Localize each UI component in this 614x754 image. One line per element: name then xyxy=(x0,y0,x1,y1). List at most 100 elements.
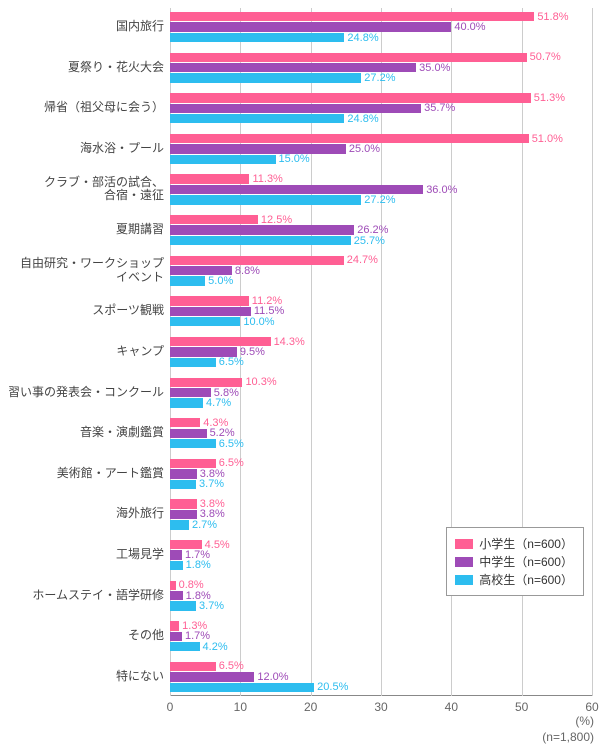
bar xyxy=(170,398,203,407)
category-label: 特にない xyxy=(2,670,170,684)
bar xyxy=(170,33,344,42)
value-label: 12.5% xyxy=(258,214,292,226)
category-label: 自由研究・ワークショップ イベント xyxy=(2,257,170,285)
bar xyxy=(170,591,183,600)
value-label: 4.2% xyxy=(200,641,228,653)
category-label: 美術館・アート鑑賞 xyxy=(2,467,170,481)
category-label: 習い事の発表会・コンクール xyxy=(2,386,170,400)
category-label: 夏期講習 xyxy=(2,223,170,237)
bar xyxy=(170,388,211,397)
bar xyxy=(170,317,240,326)
bar xyxy=(170,256,344,265)
value-label: 50.7% xyxy=(527,51,561,63)
bar xyxy=(170,296,249,305)
value-label: 8.8% xyxy=(232,265,260,277)
value-label: 24.7% xyxy=(344,254,378,266)
bar xyxy=(170,276,205,285)
value-label: 12.0% xyxy=(254,671,288,683)
value-label: 3.7% xyxy=(196,478,224,490)
value-label: 25.0% xyxy=(346,143,380,155)
category-group: スポーツ観戦11.2%11.5%10.0% xyxy=(170,296,592,326)
bar xyxy=(170,601,196,610)
category-label: ホームステイ・語学研修 xyxy=(2,589,170,603)
bar xyxy=(170,358,216,367)
category-label: 海水浴・プール xyxy=(2,142,170,156)
category-group: 夏祭り・花火大会50.7%35.0%27.2% xyxy=(170,53,592,83)
bar xyxy=(170,22,451,31)
bar xyxy=(170,621,179,630)
category-label: 工場見学 xyxy=(2,548,170,562)
bar xyxy=(170,155,276,164)
value-label: 35.7% xyxy=(421,102,455,114)
value-label: 5.0% xyxy=(205,275,233,287)
bar xyxy=(170,347,237,356)
legend-item: 小学生（n=600） xyxy=(455,535,573,552)
x-tick-label: 20 xyxy=(304,700,317,714)
bar xyxy=(170,215,258,224)
bar xyxy=(170,73,361,82)
bar xyxy=(170,550,182,559)
value-label: 51.3% xyxy=(531,92,565,104)
bar xyxy=(170,12,534,21)
bar xyxy=(170,540,202,549)
bar xyxy=(170,429,207,438)
x-tick-label: 60 xyxy=(585,700,598,714)
value-label: 1.8% xyxy=(183,559,211,571)
legend-label: 高校生（n=600） xyxy=(479,571,573,588)
category-label: 帰省（祖父母に会う） xyxy=(2,101,170,115)
category-label: 海外旅行 xyxy=(2,508,170,522)
x-tick-label: 10 xyxy=(234,700,247,714)
bar xyxy=(170,185,423,194)
bar xyxy=(170,266,232,275)
x-axis-unit: (%)(n=1,800) xyxy=(542,714,594,745)
bar xyxy=(170,236,351,245)
category-group: 自由研究・ワークショップ イベント24.7%8.8%5.0% xyxy=(170,256,592,286)
category-group: その他1.3%1.7%4.2% xyxy=(170,621,592,651)
category-group: 国内旅行51.8%40.0%24.8% xyxy=(170,12,592,42)
bar xyxy=(170,520,189,529)
value-label: 14.3% xyxy=(271,336,305,348)
bar xyxy=(170,499,197,508)
bar xyxy=(170,469,197,478)
bar xyxy=(170,63,416,72)
bar xyxy=(170,307,251,316)
category-label: 音楽・演劇鑑賞 xyxy=(2,426,170,440)
category-group: 習い事の発表会・コンクール10.3%5.8%4.7% xyxy=(170,378,592,408)
legend-swatch xyxy=(455,557,473,567)
bar xyxy=(170,662,216,671)
bar xyxy=(170,225,354,234)
category-group: キャンプ14.3%9.5%6.5% xyxy=(170,337,592,367)
value-label: 15.0% xyxy=(276,153,310,165)
bar xyxy=(170,418,200,427)
value-label: 3.7% xyxy=(196,600,224,612)
gridline xyxy=(592,8,593,696)
category-group: 美術館・アート鑑賞6.5%3.8%3.7% xyxy=(170,459,592,489)
value-label: 51.8% xyxy=(534,11,568,23)
value-label: 24.8% xyxy=(344,113,378,125)
value-label: 36.0% xyxy=(423,184,457,196)
bar xyxy=(170,93,531,102)
x-tick-label: 0 xyxy=(167,700,174,714)
value-label: 6.5% xyxy=(216,438,244,450)
category-group: 海外旅行3.8%3.8%2.7% xyxy=(170,499,592,529)
value-label: 10.3% xyxy=(242,376,276,388)
value-label: 40.0% xyxy=(451,21,485,33)
bar xyxy=(170,672,254,681)
category-label: 夏祭り・花火大会 xyxy=(2,61,170,75)
bar xyxy=(170,144,346,153)
value-label: 10.0% xyxy=(240,316,274,328)
legend-swatch xyxy=(455,575,473,585)
category-label: 国内旅行 xyxy=(2,20,170,34)
value-label: 27.2% xyxy=(361,194,395,206)
bar xyxy=(170,337,271,346)
bar xyxy=(170,378,242,387)
bar xyxy=(170,632,182,641)
bar xyxy=(170,480,196,489)
bar xyxy=(170,53,527,62)
category-group: 音楽・演劇鑑賞4.3%5.2%6.5% xyxy=(170,418,592,448)
category-group: 特にない6.5%12.0%20.5% xyxy=(170,662,592,692)
bar xyxy=(170,174,249,183)
bar xyxy=(170,104,421,113)
x-tick-label: 40 xyxy=(445,700,458,714)
category-label: クラブ・部活の試合、 合宿・遠征 xyxy=(2,176,170,204)
